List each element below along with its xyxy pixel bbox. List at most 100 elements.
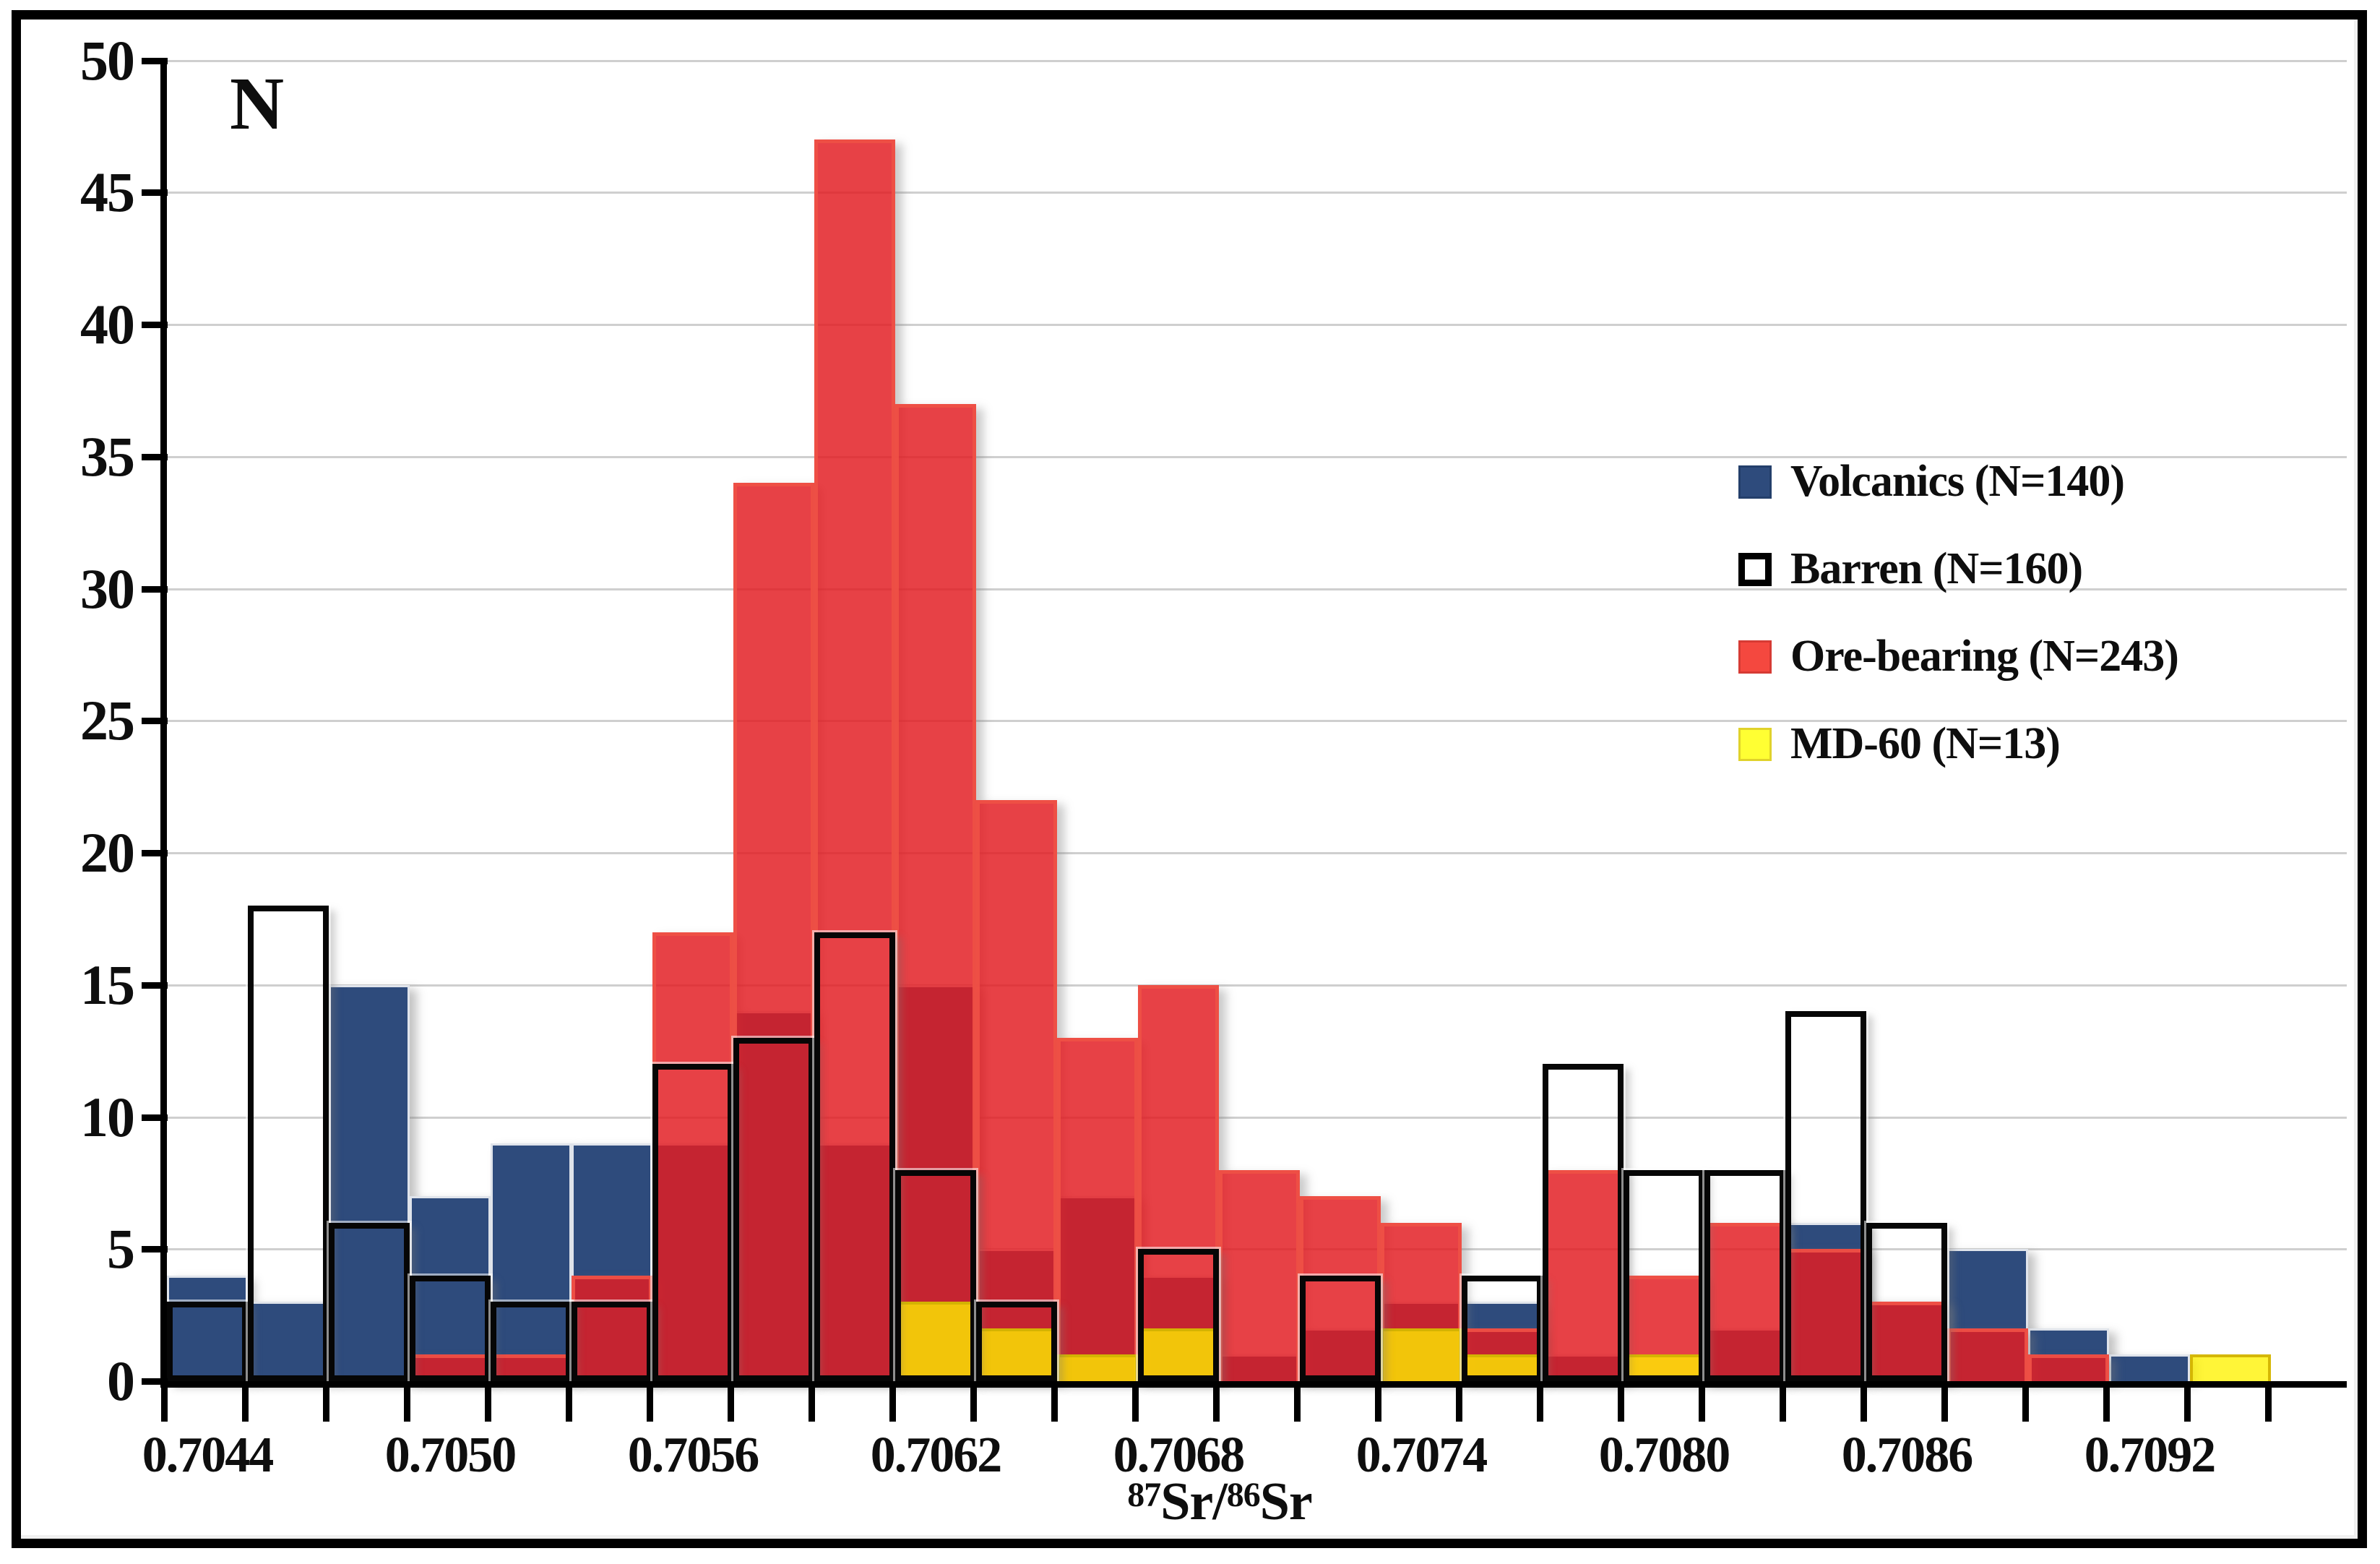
- y-axis-tick-45: [142, 189, 168, 197]
- x-axis-tick-13: [1213, 1381, 1220, 1422]
- bar-barren-0.7044: [167, 1302, 248, 1381]
- bar-barren-0.7052: [491, 1302, 572, 1381]
- y-axis-tick-label-10: 10: [80, 1085, 135, 1148]
- x-axis-tick-0: [161, 1381, 168, 1422]
- bar-barren-0.7080: [1624, 1169, 1704, 1381]
- y-axis-tick-5: [142, 1246, 168, 1253]
- bar-ore-bearing-0.7078: [1543, 1169, 1624, 1381]
- y-axis-tick-20: [142, 850, 168, 856]
- legend-label: MD-60 (N=13): [1790, 719, 2061, 768]
- ore-bearing-swatch-icon: [1738, 640, 1772, 674]
- bar-barren-0.7048: [329, 1222, 410, 1381]
- x-axis-tick-label-0.7080: 0.7080: [1598, 1427, 1731, 1483]
- gridline-y-20: [167, 852, 2347, 854]
- y-axis-tick-35: [142, 453, 168, 460]
- x-axis-tick-23: [2022, 1381, 2029, 1422]
- bar-volcanics-0.7048: [329, 984, 410, 1381]
- x-axis-tick-2: [323, 1381, 329, 1422]
- x-title-superscript-86: 86: [1226, 1476, 1261, 1514]
- x-axis-tick-25: [2184, 1381, 2191, 1422]
- bar-barren-0.7068: [1138, 1249, 1219, 1381]
- y-axis-tick-label-5: 5: [107, 1217, 135, 1281]
- x-title-sr-slash: Sr/: [1160, 1472, 1228, 1531]
- bar-barren-0.7056: [652, 1064, 733, 1381]
- bar-ore-bearing-0.7066: [1057, 1037, 1138, 1381]
- legend-label: Volcanics (N=140): [1790, 457, 2125, 506]
- y-axis-tick-label-0: 0: [107, 1349, 135, 1412]
- bar-barren-0.7062: [895, 1169, 976, 1381]
- legend-item-volcanics: Volcanics (N=140): [1738, 438, 2178, 525]
- y-axis-tick-15: [142, 981, 168, 989]
- x-axis-tick-16: [1456, 1381, 1462, 1422]
- x-axis-tick-5: [566, 1381, 572, 1422]
- x-axis-line: [160, 1381, 2347, 1388]
- bar-md-60-0.7066: [1057, 1354, 1138, 1381]
- x-axis-tick-label-0.7050: 0.7050: [384, 1427, 517, 1483]
- y-axis-tick-50: [142, 57, 168, 64]
- bar-ore-bearing-0.7088: [1947, 1328, 2028, 1381]
- bar-barren-0.7082: [1704, 1169, 1785, 1381]
- md-60-swatch-icon: [1738, 727, 1772, 761]
- x-axis-tick-label-0.7062: 0.7062: [870, 1427, 1003, 1483]
- y-axis-tick-label-50: 50: [80, 28, 135, 92]
- x-axis-tick-label-0.7092: 0.7092: [2084, 1427, 2217, 1483]
- x-axis-tick-9: [889, 1381, 896, 1422]
- bar-ore-bearing-0.7068: [1138, 984, 1219, 1381]
- gridline-y-50: [167, 59, 2347, 62]
- x-axis-tick-12: [1132, 1381, 1139, 1422]
- bar-barren-0.7084: [1785, 1011, 1866, 1381]
- bar-barren-0.7050: [410, 1275, 491, 1381]
- x-axis-tick-11: [1051, 1381, 1058, 1422]
- bar-ore-bearing-0.7058: [733, 483, 814, 1381]
- gridline-y-45: [167, 192, 2347, 194]
- legend-label: Ore-bearing (N=243): [1790, 632, 2179, 681]
- y-axis-tick-0: [142, 1378, 168, 1385]
- bar-barren-0.7060: [814, 932, 895, 1381]
- x-axis-title: 87Sr/86Sr: [822, 1471, 1617, 1533]
- legend: Volcanics (N=140) Barren (N=160) Ore-bea…: [1738, 438, 2179, 788]
- gridline-y-35: [167, 455, 2347, 458]
- bar-md-60-0.7094: [2190, 1354, 2271, 1381]
- y-axis-tick-label-25: 25: [80, 689, 135, 752]
- bar-volcanics-0.7044: [167, 1275, 248, 1381]
- bar-ore-bearing-0.7064: [976, 799, 1057, 1381]
- y-axis-tick-40: [142, 322, 168, 328]
- legend-item-barren: Barren (N=160): [1738, 525, 2178, 613]
- y-axis-tick-label-15: 15: [80, 953, 135, 1016]
- bar-barren-0.7054: [572, 1302, 652, 1381]
- x-axis-tick-18: [1618, 1381, 1624, 1422]
- x-axis-tick-label-0.7086: 0.7086: [1841, 1427, 1974, 1483]
- bar-ore-bearing-0.7070: [1219, 1169, 1300, 1381]
- gridline-y-15: [167, 984, 2347, 987]
- bar-barren-0.7078: [1543, 1064, 1624, 1381]
- y-axis-tick-label-35: 35: [80, 424, 135, 488]
- bar-volcanics-0.7092: [2109, 1354, 2190, 1381]
- x-axis-tick-20: [1780, 1381, 1786, 1422]
- x-title-sr: Sr: [1259, 1472, 1313, 1531]
- y-axis-title: N: [230, 62, 285, 145]
- bar-volcanics-0.7052: [491, 1143, 572, 1381]
- gridline-y-10: [167, 1116, 2347, 1119]
- bar-volcanics-0.7050: [410, 1196, 491, 1381]
- x-axis-tick-4: [485, 1381, 491, 1422]
- x-axis-tick-label-0.7056: 0.7056: [627, 1427, 760, 1483]
- x-axis-tick-14: [1294, 1381, 1301, 1422]
- x-axis-tick-21: [1861, 1381, 1867, 1422]
- x-axis-tick-26: [2265, 1381, 2272, 1422]
- x-axis-tick-8: [809, 1381, 815, 1422]
- x-axis-tick-3: [404, 1381, 410, 1422]
- legend-item-md-60: MD-60 (N=13): [1738, 700, 2178, 788]
- x-axis-tick-19: [1699, 1381, 1705, 1422]
- x-axis-tick-22: [1941, 1381, 1948, 1422]
- x-axis-tick-17: [1537, 1381, 1543, 1422]
- bar-barren-0.7046: [248, 906, 329, 1381]
- gridline-y-30: [167, 588, 2347, 590]
- barren-swatch-icon: [1738, 552, 1772, 586]
- bar-barren-0.7058: [733, 1037, 814, 1381]
- y-axis-tick-10: [142, 1114, 168, 1121]
- bar-barren-0.7086: [1866, 1222, 1947, 1381]
- gridline-y-25: [167, 720, 2347, 723]
- bar-md-60-0.7074: [1381, 1328, 1462, 1381]
- y-axis-tick-label-30: 30: [80, 557, 135, 620]
